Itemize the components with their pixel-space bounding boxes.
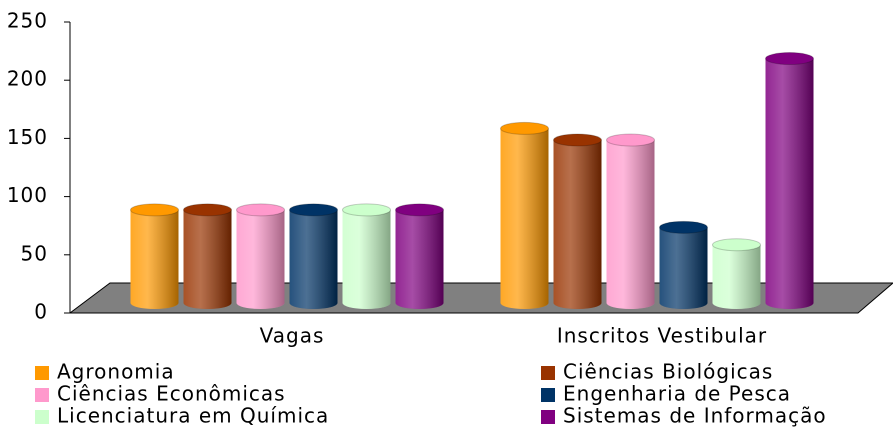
bar xyxy=(606,133,655,309)
bar-part xyxy=(500,128,549,309)
bar-part xyxy=(183,209,232,309)
legend-swatch xyxy=(541,388,555,402)
y-tick-label: 50 xyxy=(21,241,48,265)
bar xyxy=(765,52,814,310)
y-tick-label: 250 xyxy=(7,9,48,33)
bar xyxy=(659,220,708,309)
bar xyxy=(342,203,391,309)
legend-label: Ciências Econômicas xyxy=(57,382,286,406)
bar xyxy=(395,203,444,309)
legend-swatch xyxy=(541,366,555,380)
bar xyxy=(130,203,179,309)
legend-swatch xyxy=(35,366,49,380)
legend-label: Licenciatura em Química xyxy=(57,404,329,428)
y-tick-label: 150 xyxy=(7,125,48,149)
bar-part xyxy=(606,140,655,309)
bar-part xyxy=(342,203,391,217)
x-tick-label: Vagas xyxy=(260,324,325,348)
bar xyxy=(553,133,602,309)
legend-swatch xyxy=(541,410,555,424)
bar-part xyxy=(236,209,285,309)
legend-label: Agronomia xyxy=(57,360,175,384)
bar-part xyxy=(183,203,232,217)
bar-part xyxy=(659,220,708,234)
bar-part xyxy=(606,133,655,147)
bar-part xyxy=(712,244,761,309)
bar-part xyxy=(130,209,179,309)
bar-part xyxy=(395,203,444,217)
bar-part xyxy=(553,133,602,147)
y-tick-label: 100 xyxy=(7,183,48,207)
bar xyxy=(712,238,761,309)
legend-swatch xyxy=(35,388,49,402)
bar-part xyxy=(765,58,814,310)
bar-part xyxy=(236,203,285,217)
legend-label: Sistemas de Informação xyxy=(563,404,827,428)
legend-label: Engenharia de Pesca xyxy=(563,382,791,406)
legend-swatch xyxy=(35,410,49,424)
bar-part xyxy=(289,203,338,217)
bar xyxy=(289,203,338,309)
y-tick-label: 200 xyxy=(7,67,48,91)
bar-part xyxy=(500,121,549,135)
legend-label: Ciências Biológicas xyxy=(563,360,773,384)
bar-part xyxy=(342,209,391,309)
bar-part xyxy=(659,227,708,309)
bar-part xyxy=(395,209,444,309)
y-tick-label: 0 xyxy=(34,300,48,324)
bar xyxy=(236,203,285,309)
bar xyxy=(183,203,232,309)
x-tick-label: Inscritos Vestibular xyxy=(557,324,767,348)
bar xyxy=(500,121,549,309)
bar-part xyxy=(130,203,179,217)
bar-part xyxy=(289,209,338,309)
bar-part xyxy=(765,52,814,66)
bar-part xyxy=(553,140,602,309)
bar-part xyxy=(712,238,761,252)
